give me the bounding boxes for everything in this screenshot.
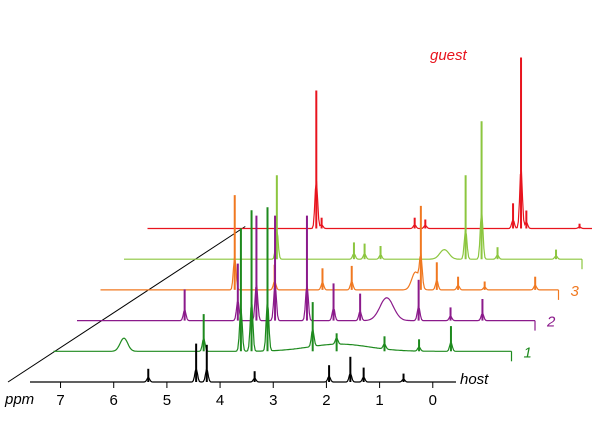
trace-3: 3	[100, 195, 580, 300]
chart-frame	[7, 226, 246, 383]
trace-label-3: 3	[571, 283, 580, 300]
trace-label-host: host	[460, 371, 489, 388]
trace-host: host	[30, 343, 489, 388]
trace-4: 4	[124, 121, 583, 270]
trace-2: 2	[77, 215, 556, 331]
x-tick-label-7: 7	[56, 392, 64, 409]
x-tick-label-4: 4	[216, 392, 224, 409]
trace-guest: guest	[147, 47, 592, 230]
trace-host-line	[30, 366, 456, 383]
x-axis-ticks: 7 6 5 4 3 2 1 0	[56, 382, 437, 409]
x-tick-label-5: 5	[163, 392, 171, 409]
trace-3-line	[100, 252, 559, 291]
x-tick-label-3: 3	[269, 392, 277, 409]
trace-1: 1	[53, 207, 532, 362]
depth-axis-line	[7, 226, 246, 383]
trace-label-guest: guest	[430, 47, 468, 64]
x-axis-unit-label: ppm	[4, 391, 34, 408]
spectrum-traces: guest 4 321 host	[30, 47, 592, 388]
trace-1-line	[53, 301, 512, 352]
trace-guest-line	[147, 171, 592, 230]
trace-label-1: 1	[524, 344, 532, 361]
x-tick-label-6: 6	[110, 392, 118, 409]
x-tick-label-0: 0	[429, 392, 437, 409]
trace-label-2: 2	[546, 314, 556, 331]
x-tick-label-1: 1	[375, 392, 383, 409]
x-tick-label-2: 2	[322, 392, 330, 409]
